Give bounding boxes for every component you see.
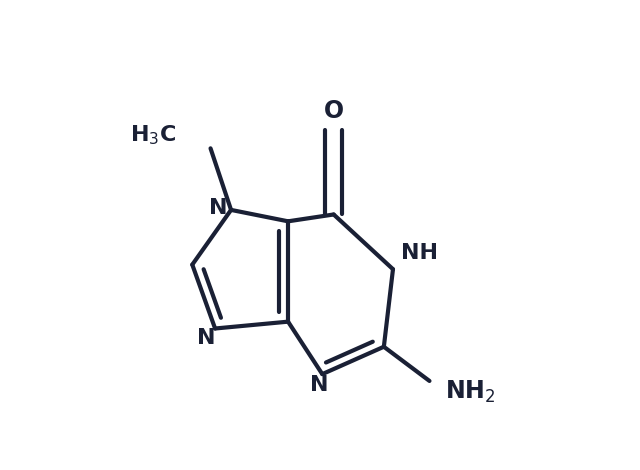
Text: NH$_2$: NH$_2$ bbox=[445, 379, 495, 406]
Text: N: N bbox=[310, 375, 328, 395]
Text: NH: NH bbox=[401, 243, 438, 263]
Text: N: N bbox=[196, 328, 215, 348]
Text: N: N bbox=[209, 197, 228, 218]
Text: H$_3$C: H$_3$C bbox=[130, 124, 177, 148]
Text: O: O bbox=[324, 99, 344, 123]
